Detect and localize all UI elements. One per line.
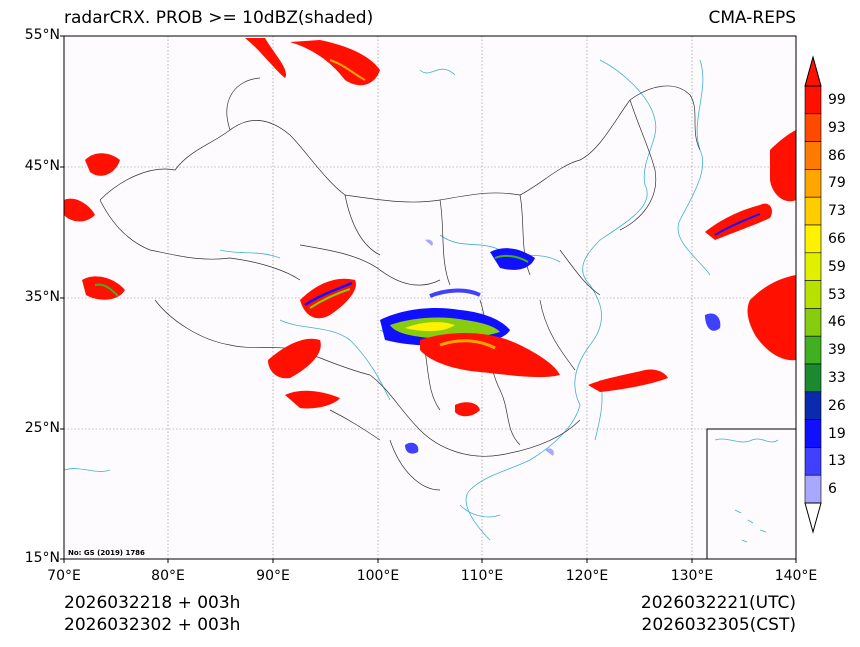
probability-shading [64,38,796,456]
colorbar-segment [804,335,822,365]
lon-label: 140°E [774,568,818,584]
valid-time-utc: 2026032221(UTC) [640,593,796,613]
colorbar-label: 19 [828,425,846,442]
colorbar-segment [804,391,822,420]
lat-label: 35°N [24,289,60,305]
colorbar-label: 73 [828,203,846,220]
colorbar-segment [804,363,822,393]
colorbar-label: 33 [828,369,846,386]
lon-label: 70°E [47,568,81,584]
colorbar-label: 86 [828,147,846,164]
model-name: CMA-REPS [708,8,796,28]
colorbar-label: 53 [828,286,846,303]
map-background [64,36,796,559]
colorbar-segment [804,280,822,309]
colorbar-label: 79 [828,175,846,192]
colorbar-top-extend-arrow [804,55,822,87]
colorbar-segment [804,113,822,142]
colorbar-label: 26 [828,397,846,414]
lat-label: 45°N [24,158,60,174]
lon-label: 110°E [460,568,504,584]
colorbar-segment [804,447,822,476]
admin-borders [99,77,701,491]
gridlines [64,36,796,559]
lon-label: 100°E [356,568,400,584]
colorbar-label: 6 [828,481,837,498]
colorbar-label: 46 [828,314,846,331]
init-time-cst: 2026032302 + 003h [64,615,241,635]
colorbar-label: 39 [828,342,846,359]
colorbar-label: 59 [828,258,846,275]
colorbar-label: 93 [828,119,846,136]
colorbar-segment [804,224,822,254]
colorbar-label: 13 [828,453,846,470]
colorbar-label: 99 [828,91,846,108]
colorbar-segment [804,85,822,115]
colorbar-bottom-extend-arrow [804,502,822,534]
colorbar-segment [804,196,822,226]
lon-label: 80°E [151,568,185,584]
south-china-sea-inset [706,428,796,559]
init-time-utc: 2026032218 + 003h [64,593,241,613]
lon-label: 120°E [565,568,609,584]
colorbar-label: 66 [828,230,846,247]
map-review-number: No: GS (2019) 1786 [68,549,145,557]
lon-label: 90°E [256,568,290,584]
inset-islands [714,438,779,543]
colorbar-segment [804,141,822,170]
axis-ticks [60,35,797,563]
lat-label: 25°N [24,420,60,436]
colorbar-segment [804,474,822,504]
colorbar-segment [804,308,822,337]
lon-label: 130°E [670,568,714,584]
lat-label: 15°N [24,550,60,566]
colorbar-segment [804,169,822,198]
valid-time-cst: 2026032305(CST) [641,615,796,635]
plot-title: radarCRX. PROB >= 10dBZ(shaded) [64,8,374,28]
colorbar-segment [804,419,822,448]
colorbar-segment [804,252,822,281]
lat-label: 55°N [24,27,60,43]
colorbar [804,85,822,504]
